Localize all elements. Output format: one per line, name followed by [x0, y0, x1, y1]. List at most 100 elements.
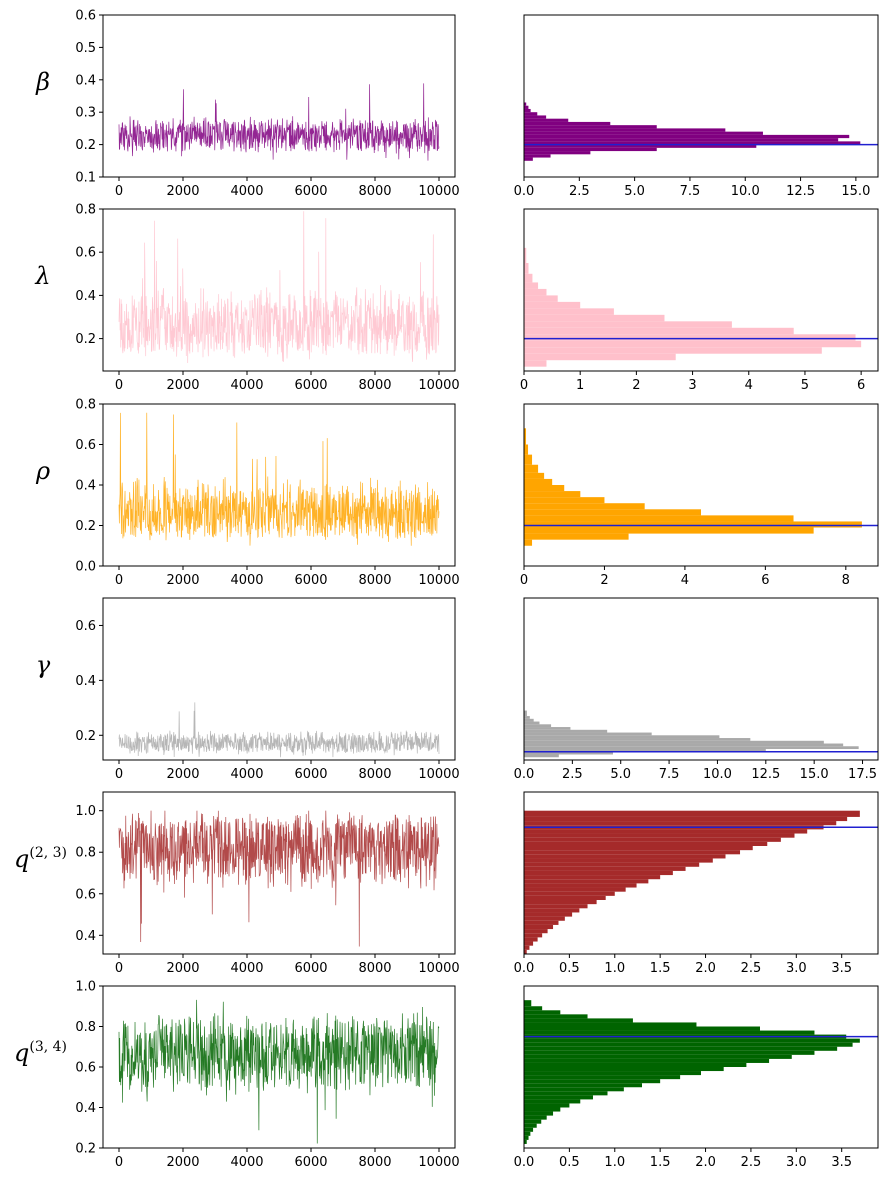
histogram-bar	[524, 829, 808, 834]
histogram-bar	[524, 327, 794, 335]
histogram-bar	[524, 154, 551, 158]
histogram-bar	[524, 937, 538, 942]
trace-xtick-label: 6000	[294, 184, 327, 199]
histogram-bar	[524, 1099, 581, 1104]
histogram-bar	[524, 157, 533, 161]
histogram-bar	[524, 1103, 570, 1108]
histogram-bar	[524, 908, 580, 913]
histogram-bar	[524, 724, 552, 728]
trace-ytick-label: 0.5	[75, 41, 96, 56]
trace-xtick-label: 0	[115, 1155, 123, 1170]
trace-frame	[102, 597, 456, 761]
histogram-xtick-label: 7.5	[659, 767, 680, 782]
histogram-bar	[524, 1058, 770, 1063]
histogram-bar	[524, 1038, 860, 1043]
trace-ytick-label: 0.2	[75, 138, 96, 153]
histogram-bar	[524, 718, 534, 722]
trace-ytick-label: 0.6	[75, 1061, 96, 1076]
trace-ytick-label: 0.6	[75, 619, 96, 634]
histogram-bar	[524, 916, 565, 921]
histogram-bar	[524, 144, 757, 148]
trace-xtick-label: 8000	[358, 961, 391, 976]
histogram-bar	[524, 1014, 588, 1019]
histogram-bar	[524, 810, 860, 817]
param-label: β	[35, 68, 50, 96]
histogram-bar	[524, 1115, 547, 1120]
trace-panel: 0 2000 4000 6000 8000 10000 0.2 0.4 0.6 0.8	[75, 203, 459, 394]
trace-line	[118, 83, 440, 161]
histogram-bar	[524, 1139, 527, 1144]
histogram-bar	[524, 732, 652, 736]
histogram-bar	[524, 321, 732, 328]
histogram-bar	[524, 1067, 724, 1072]
histogram-bar	[524, 887, 626, 892]
histogram-bar	[524, 151, 591, 155]
trace-xtick-label: 2000	[166, 573, 199, 588]
histogram-bar	[524, 464, 539, 473]
trace-xtick-label: 0	[115, 184, 123, 199]
histogram-bar	[524, 1079, 661, 1084]
histogram-bar	[524, 301, 581, 309]
histogram-xtick-label: 0.0	[514, 1155, 535, 1170]
histogram-panel: 0.0 2.5 5.0 7.5 10.0 12.5 15.0	[514, 14, 879, 199]
histogram-xtick-label: 15.0	[841, 184, 870, 199]
histogram-xtick-label: 0	[520, 573, 528, 588]
histogram-xtick-label: 6	[761, 573, 769, 588]
trace-line	[118, 211, 440, 363]
histogram-bar	[524, 108, 531, 113]
trace-line	[118, 810, 440, 947]
histogram-xtick-label: 1.0	[604, 1155, 625, 1170]
histogram-bar	[524, 102, 527, 106]
histogram-xtick-label: 15.0	[800, 767, 829, 782]
histogram-bar	[524, 360, 547, 367]
histogram-bar	[524, 729, 608, 733]
histogram-bar	[524, 273, 533, 283]
trace-frame	[102, 791, 456, 955]
histogram-xtick-label: 2.5	[562, 767, 583, 782]
histogram-bar	[524, 949, 527, 954]
histogram-bar	[524, 1095, 593, 1100]
histogram-xtick-label: 4	[745, 378, 753, 393]
trace-xtick-label: 4000	[230, 961, 263, 976]
histogram-bar	[524, 125, 657, 129]
trace-xtick-label: 2000	[166, 767, 199, 782]
histogram-bar	[524, 491, 581, 498]
trace-ytick-label: 0.2	[75, 1142, 96, 1157]
histogram-bar	[524, 858, 713, 863]
histogram-panel: 0.0 0.5 1.0 1.5 2.0 2.5 3.0 3.5	[514, 791, 879, 976]
trace-xtick-label: 2000	[166, 1155, 199, 1170]
trace-xtick-label: 6000	[294, 573, 327, 588]
histogram-bar	[524, 743, 844, 747]
histogram-bar	[524, 740, 824, 744]
histogram-bar	[524, 1123, 537, 1128]
histogram-bar	[524, 288, 547, 296]
histogram-bar	[524, 1022, 697, 1027]
histogram-xtick-label: 6	[857, 378, 865, 393]
trace-xtick-label: 10000	[418, 184, 459, 199]
histogram-xtick-label: 5.0	[624, 184, 645, 199]
histogram-bar	[524, 112, 538, 116]
histogram-xtick-label: 12.5	[786, 184, 815, 199]
histogram-bar	[524, 904, 588, 909]
trace-xtick-label: 8000	[358, 378, 391, 393]
trace-xtick-label: 10000	[418, 961, 459, 976]
histogram-xtick-label: 12.5	[751, 767, 780, 782]
histogram-bar	[524, 1087, 624, 1092]
trace-ytick-label: 0.6	[75, 9, 96, 24]
histogram-bar	[524, 841, 768, 846]
histogram-bar	[524, 883, 637, 888]
trace-ytick-label: 0.6	[75, 438, 96, 453]
trace-ytick-label: 0.8	[75, 846, 96, 861]
histogram-bar	[524, 1000, 532, 1007]
histogram-bar	[524, 138, 839, 142]
histogram-panel: 0.0 0.5 1.0 1.5 2.0 2.5 3.0 3.5	[514, 985, 879, 1170]
histogram-xtick-label: 8	[842, 573, 850, 588]
histogram-bar	[524, 515, 794, 522]
trace-xtick-label: 8000	[358, 184, 391, 199]
histogram-xtick-label: 5.0	[610, 767, 631, 782]
histogram-bar	[524, 816, 848, 822]
histogram-bar	[524, 1119, 542, 1124]
trace-xtick-label: 2000	[166, 961, 199, 976]
trace-xtick-label: 6000	[294, 378, 327, 393]
histogram-xtick-label: 1.5	[650, 1155, 671, 1170]
